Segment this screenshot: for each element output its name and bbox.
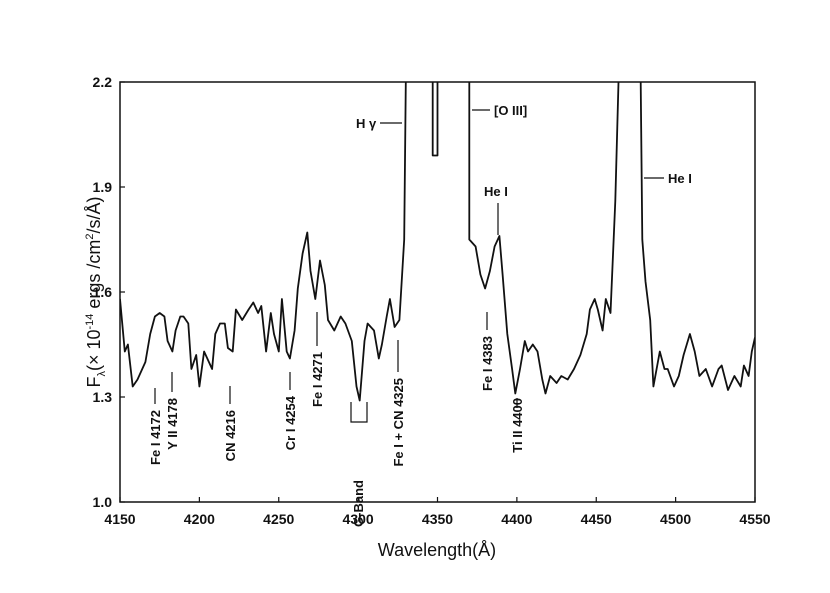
x-tick-label: 4300 xyxy=(343,511,374,527)
annotation: Ti II 4400 xyxy=(510,398,525,453)
g-band-bracket xyxy=(350,402,368,423)
x-tick-label: 4400 xyxy=(501,511,532,527)
y-tick-label: 1.9 xyxy=(93,179,113,195)
x-tick-label: 4350 xyxy=(422,511,453,527)
x-tick-label: 4550 xyxy=(739,511,770,527)
y-tick-label: 1.0 xyxy=(93,494,113,510)
annotation: H γ xyxy=(356,116,377,131)
annotation: Cr I 4254 xyxy=(283,395,298,450)
y-label-part: ergs /cm xyxy=(84,240,104,314)
annotation: Fe I 4383 xyxy=(480,336,495,391)
spectrum-line xyxy=(120,82,755,402)
y-tick-label: 1.6 xyxy=(93,284,113,300)
y-tick-label: 1.3 xyxy=(93,389,113,405)
y-tick-label: 2.2 xyxy=(93,74,113,90)
annotation: Y II 4178 xyxy=(165,398,180,450)
annotation: Fe I 4172 xyxy=(148,410,163,465)
annotation: Fe I 4271 xyxy=(310,352,325,407)
annotation: He I xyxy=(668,171,692,186)
annotation: G-Band xyxy=(351,480,366,527)
x-tick-label: 4450 xyxy=(581,511,612,527)
annotation: Fe I + CN 4325 xyxy=(391,378,406,467)
x-tick-label: 4200 xyxy=(184,511,215,527)
x-tick-label: 4150 xyxy=(104,511,135,527)
y-label-part: 2 xyxy=(84,233,96,239)
y-label-part: /s/Å) xyxy=(84,196,104,233)
x-tick-label: 4250 xyxy=(263,511,294,527)
y-label-part: -14 xyxy=(84,314,96,330)
x-tick-label: 4500 xyxy=(660,511,691,527)
y-label-part: (× 10 xyxy=(84,330,104,372)
y-label-part: λ xyxy=(96,371,108,377)
y-axis-label: Fλ(× 10-14 ergs /cm2/s/Å) xyxy=(84,196,108,387)
x-axis-label: Wavelength(Å) xyxy=(378,540,496,560)
y-label-part: F xyxy=(84,377,104,388)
annotation: CN 4216 xyxy=(223,410,238,461)
annotation: He I xyxy=(484,184,508,199)
annotation: [O III] xyxy=(494,103,527,118)
